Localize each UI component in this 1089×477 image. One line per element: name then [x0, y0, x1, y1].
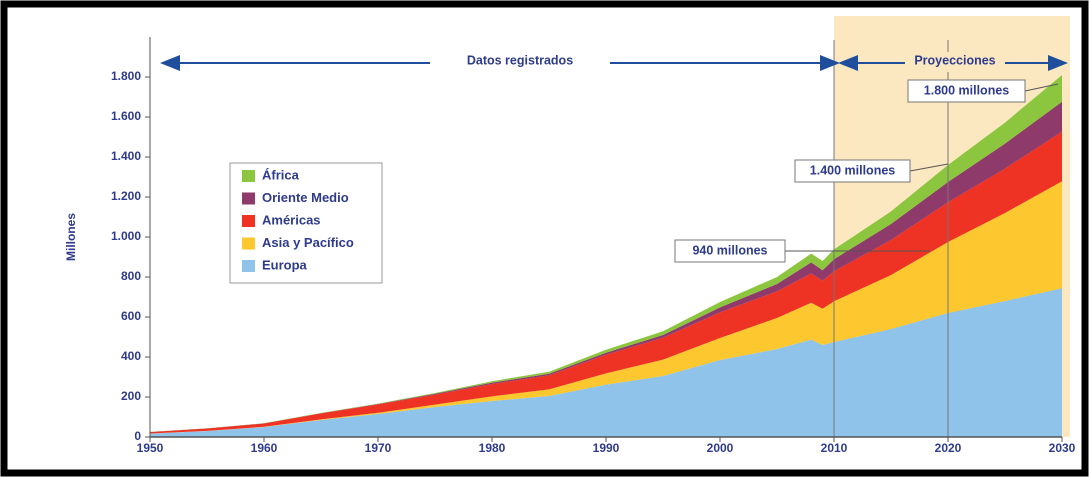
legend-swatch	[242, 260, 255, 272]
area	[150, 181, 1062, 434]
x-tick-label: 1960	[251, 441, 278, 455]
legend-box	[229, 162, 383, 284]
area	[150, 131, 1062, 434]
legend-label: Europa	[262, 257, 308, 272]
legend-swatch	[242, 237, 255, 250]
legend-swatch	[242, 192, 255, 205]
legend-swatch	[242, 170, 255, 182]
y-axis-label: Millones	[64, 213, 78, 261]
x-tick-label: 1970	[365, 441, 392, 455]
x-tick-label: 1980	[479, 441, 506, 455]
y-tick-label: 200	[121, 389, 141, 403]
x-tick-label: 2030	[1049, 441, 1076, 455]
x-tick-label: 2000	[707, 441, 734, 455]
callout-line	[909, 163, 949, 172]
y-tick-label: 1.000	[111, 229, 141, 243]
y-tick-label: 1.600	[111, 109, 141, 123]
legend-label: Américas	[262, 212, 321, 227]
callout-label: 1.400 millones	[810, 163, 896, 177]
callout-line	[1024, 83, 1059, 92]
y-tick-label: 1.400	[111, 149, 141, 163]
callout-label: 1.800 millones	[924, 83, 1010, 97]
callout-box	[794, 159, 911, 183]
period-label: Proyecciones	[914, 53, 995, 67]
y-tick-label: 1.800	[111, 69, 141, 83]
callout-box	[674, 239, 786, 263]
callout-label: 940 millones	[692, 243, 767, 257]
legend-swatch	[242, 215, 255, 227]
period-label-bg	[905, 52, 1005, 72]
y-tick-label: 1.200	[111, 189, 141, 203]
x-tick-label: 1950	[137, 441, 164, 455]
x-tick-label: 2020	[935, 441, 962, 455]
y-tick-label: 800	[121, 269, 141, 283]
legend-label: África	[262, 167, 300, 182]
legend-label: Asia y Pacífico	[262, 235, 354, 250]
period-label: Datos registrados	[467, 53, 573, 67]
period-label-bg	[430, 52, 610, 72]
x-tick-label: 1990	[593, 441, 620, 455]
y-tick-label: 400	[121, 349, 141, 363]
x-tick-label: 2010	[821, 441, 848, 455]
callout-box	[907, 79, 1026, 103]
legend-label: Oriente Medio	[262, 190, 349, 205]
y-tick-label: 600	[121, 309, 141, 323]
y-tick-label: 0	[134, 429, 141, 443]
